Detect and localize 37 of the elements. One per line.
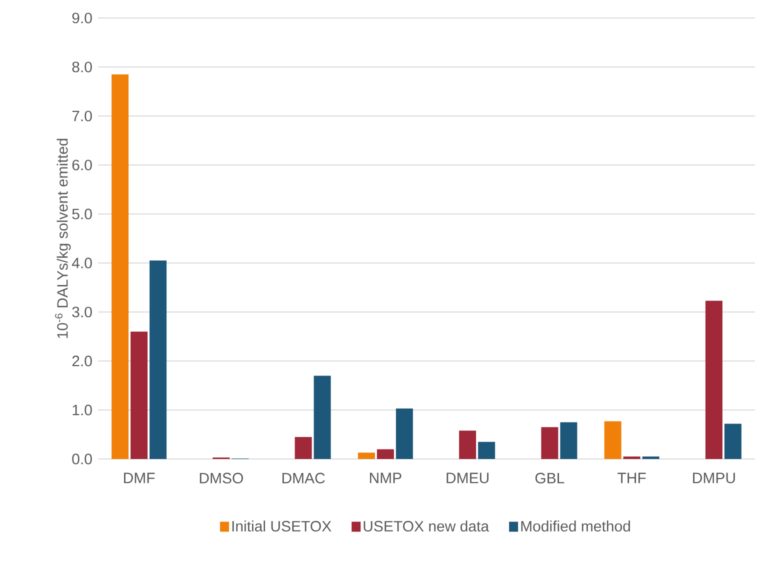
bar [376,449,394,459]
x-tick-label: DMSO [200,472,243,484]
y-tick-label: 3.0 [72,306,92,318]
y-tick-label: 1.0 [72,404,92,416]
x-tick-label: GBL [535,472,564,484]
bar [294,436,312,459]
bar [112,74,129,459]
y-tick-label: 2.0 [72,356,92,366]
bar [724,424,742,459]
bar [705,300,722,459]
bar [314,376,331,459]
y-axis-title: 10$^{-6}$ DALYs/kg solvent emitted [55,138,71,338]
bar [478,442,496,459]
x-tick-label: DMF [124,472,155,484]
y-tick-label: 7.0 [72,110,92,122]
bar [604,421,622,459]
bar [150,260,167,459]
x-tick-label: DMEU [446,472,488,484]
bar [130,332,148,459]
y-tick-label: 5.0 [72,208,92,220]
y-tick-label: 4.0 [72,258,92,268]
bar [560,422,578,459]
x-tick-label: THF [618,472,646,484]
x-tick-label: DMPU [693,472,735,484]
x-tick-label: NMP [370,472,402,484]
bar [396,408,413,459]
legend-label: Modified method [521,520,630,532]
bar [459,430,476,459]
y-tick-label: 8.0 [72,62,92,72]
bar [358,452,375,459]
legend-label: USETOX new data [364,520,490,532]
y-tick-label: 9.0 [72,12,92,24]
x-tick-label: DMAC [282,472,325,484]
y-tick-label: 6.0 [72,160,92,170]
legend-label: Initial USETOX [232,520,332,532]
bar [541,427,558,459]
y-tick-label: 0.0 [72,454,92,464]
